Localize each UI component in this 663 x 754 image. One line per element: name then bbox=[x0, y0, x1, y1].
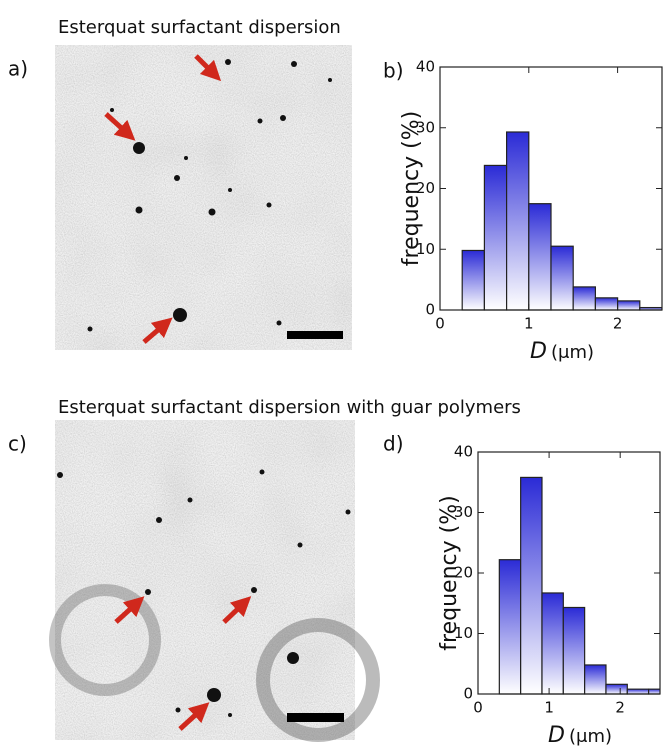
y-tick-label: 0 bbox=[463, 685, 473, 703]
x-tick-label: 1 bbox=[544, 699, 554, 717]
bars bbox=[461, 131, 662, 311]
bar bbox=[584, 664, 607, 695]
bar bbox=[541, 592, 564, 695]
bar bbox=[616, 300, 641, 311]
histogram-chart: 0 10 20 30 40 0 1 2 frequency (%) D (μm) bbox=[399, 58, 663, 364]
bars bbox=[498, 476, 660, 695]
bar bbox=[528, 203, 552, 311]
x-axis-label: D bbox=[548, 723, 565, 748]
x-axis-label-unit: (μm) bbox=[569, 726, 612, 747]
micrograph bbox=[49, 420, 380, 742]
bar bbox=[562, 606, 586, 695]
histogram-chart: 0 10 20 30 40 0 1 2 frequency (%) D (μm) bbox=[437, 443, 661, 748]
bar bbox=[626, 688, 650, 695]
bar bbox=[498, 559, 522, 695]
y-axis-label: frequency (%) bbox=[399, 111, 424, 266]
y-tick-label: 40 bbox=[454, 443, 473, 461]
bar bbox=[506, 131, 530, 311]
bar bbox=[648, 688, 660, 695]
y-tick-label: 10 bbox=[416, 240, 435, 258]
bar bbox=[572, 286, 597, 311]
x-tick-label: 2 bbox=[613, 315, 623, 333]
bar bbox=[550, 245, 574, 311]
x-tick-label: 2 bbox=[615, 699, 625, 717]
panel-label: b) bbox=[383, 59, 404, 83]
panel-label: a) bbox=[8, 57, 28, 81]
y-tick-label: 20 bbox=[416, 179, 435, 197]
panel-label: d) bbox=[383, 432, 404, 456]
x-tick-label: 0 bbox=[435, 315, 445, 333]
panel-label: c) bbox=[8, 432, 27, 456]
y-axis-label: frequency (%) bbox=[437, 495, 462, 650]
bar bbox=[594, 297, 619, 311]
micrograph bbox=[55, 45, 352, 350]
x-axis-label: D bbox=[530, 339, 547, 364]
y-tick-label: 40 bbox=[416, 58, 435, 76]
bar bbox=[520, 476, 543, 695]
x-axis-label-unit: (μm) bbox=[551, 342, 594, 363]
y-tick-label: 0 bbox=[425, 301, 435, 319]
bar bbox=[461, 249, 486, 311]
x-tick-label: 0 bbox=[473, 699, 483, 717]
y-tick-label: 30 bbox=[454, 503, 473, 521]
caption: Esterquat surfactant dispersion bbox=[58, 17, 341, 38]
bar bbox=[605, 683, 628, 695]
caption: Esterquat surfactant dispersion with gua… bbox=[58, 397, 521, 418]
y-tick-label: 30 bbox=[416, 118, 435, 136]
bar bbox=[483, 164, 508, 311]
x-tick-label: 1 bbox=[524, 315, 534, 333]
y-tick-label: 20 bbox=[454, 564, 473, 582]
y-tick-label: 10 bbox=[454, 624, 473, 642]
